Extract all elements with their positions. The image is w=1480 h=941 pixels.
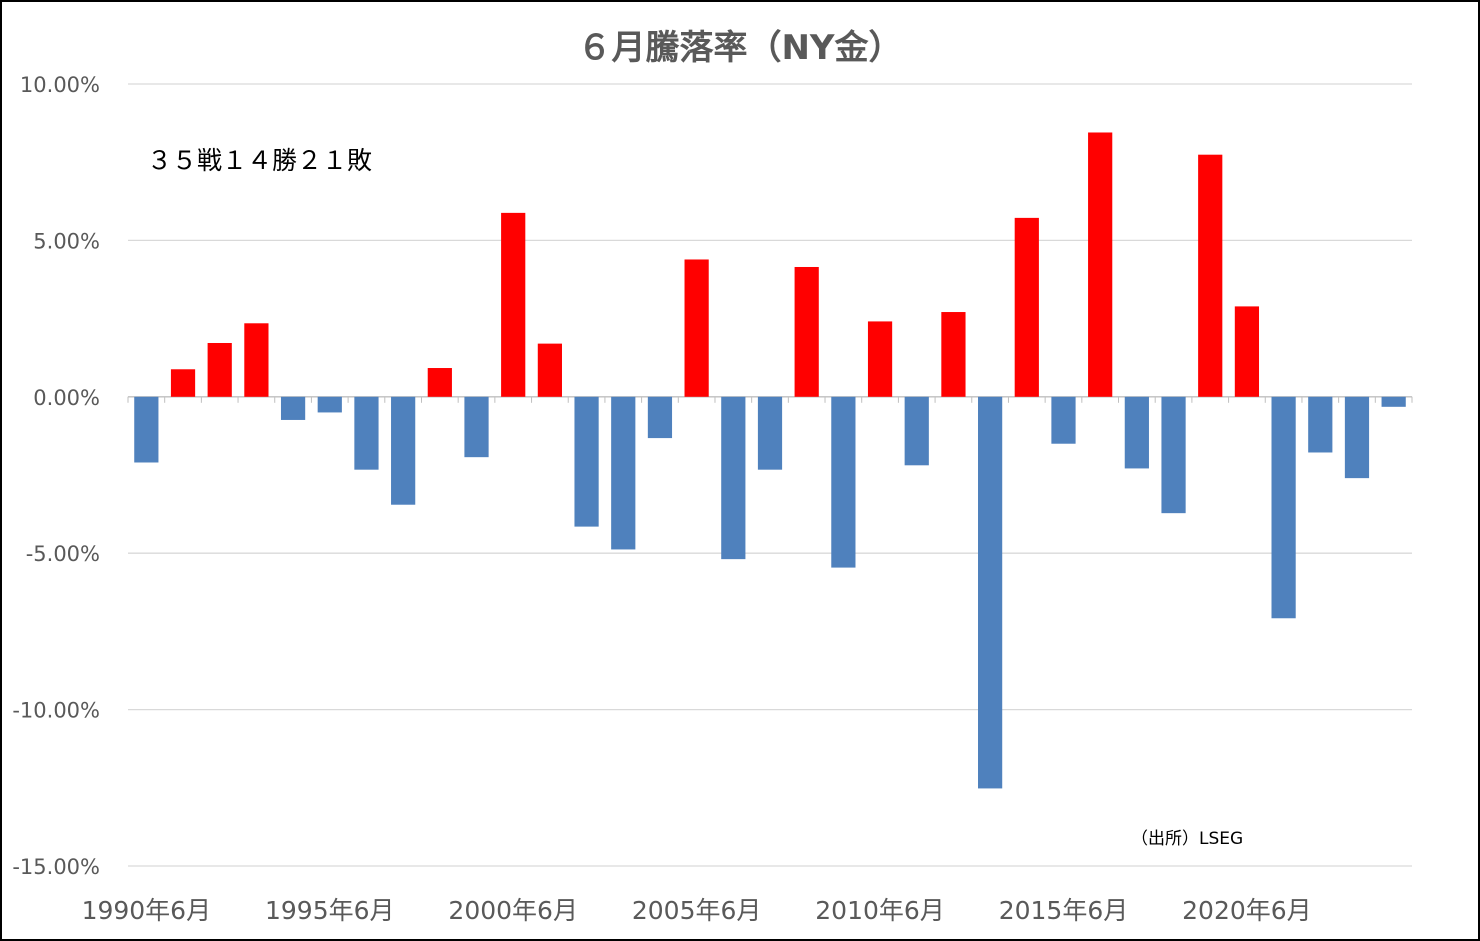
bar-2006: [721, 396, 746, 560]
bar-1994: [280, 396, 306, 420]
bar-1991: [170, 369, 196, 397]
bar-2005: [684, 259, 709, 397]
win-loss-annotation: ３５戦１４勝２１敗: [147, 146, 372, 175]
x-tick-label: 2010年6月: [815, 896, 945, 925]
source-note: （出所）LSEG: [1131, 829, 1243, 849]
bar-2014: [1014, 217, 1039, 397]
bar-2022: [1308, 396, 1333, 453]
bar-2019: [1198, 154, 1223, 397]
bar-2000: [501, 212, 526, 397]
bar-1995: [317, 396, 342, 413]
bar-2001: [537, 343, 562, 397]
x-axis-tick-labels: 1990年6月 1995年6月 2000年6月 2005年6月 2010年6月 2015年…: [82, 896, 1312, 925]
bar-2011: [904, 396, 929, 466]
bar-2009: [831, 396, 856, 568]
bar-2015: [1051, 396, 1076, 444]
x-tick-label: 2005年6月: [632, 896, 762, 925]
bar-1990: [134, 396, 159, 463]
x-tick-label: 2000年6月: [448, 896, 578, 925]
bar-1997: [391, 396, 416, 505]
y-tick-label: 10.00%: [20, 73, 100, 97]
x-tick-label: 1995年6月: [265, 896, 395, 925]
x-tick-label: 1990年6月: [82, 896, 212, 925]
y-tick-label: -10.00%: [12, 699, 100, 723]
bar-1992: [207, 342, 232, 397]
bar-2004: [647, 396, 673, 439]
bars: [134, 132, 1406, 789]
y-axis-tick-labels: 10.00% 5.00% 0.00% -5.00% -10.00% -15.00%: [12, 73, 100, 879]
bar-2023: [1344, 396, 1370, 479]
bar-2012: [941, 312, 966, 397]
bar-2017: [1124, 396, 1149, 469]
bar-2008: [794, 266, 819, 397]
bar-1999: [464, 396, 489, 458]
bar-2021: [1271, 396, 1296, 619]
bar-1993: [244, 323, 269, 397]
bar-1996: [354, 396, 379, 470]
bar-2010: [867, 321, 893, 397]
y-tick-label: -5.00%: [26, 542, 100, 566]
bar-1998: [427, 368, 452, 397]
bar-2024: [1381, 396, 1406, 407]
x-tick-label: 2020年6月: [1182, 896, 1312, 925]
bar-2020: [1234, 306, 1260, 397]
y-tick-label: 5.00%: [33, 229, 100, 253]
bar-2003: [611, 396, 636, 550]
bar-2007: [757, 396, 783, 470]
bar-2018: [1161, 396, 1186, 514]
y-tick-label: 0.00%: [33, 386, 100, 410]
bar-2013: [978, 396, 1003, 789]
chart-title: ６月騰落率（NY金）: [577, 28, 902, 68]
y-tick-label: -15.00%: [12, 855, 100, 879]
bar-2002: [574, 396, 599, 527]
x-tick-label: 2015年6月: [999, 896, 1129, 925]
bar-2016: [1088, 132, 1113, 397]
